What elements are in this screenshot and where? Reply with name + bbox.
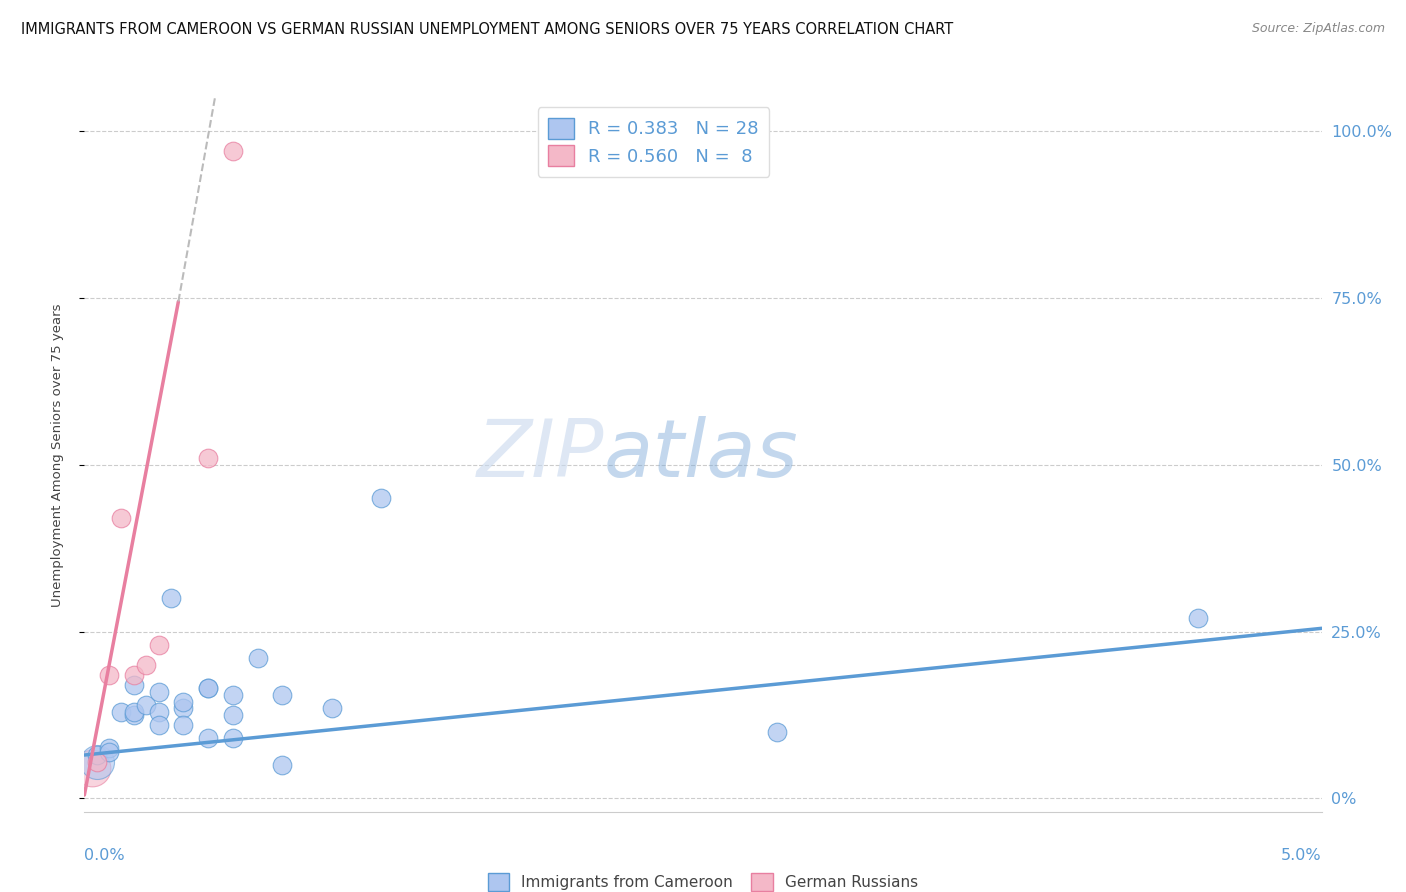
Point (172, 718, 194, 732)
Point (86, 755, 108, 769)
Point (1187, 611, 1209, 625)
Point (110, 705, 132, 719)
Point (110, 511, 132, 525)
Point (222, 688, 245, 702)
Point (766, 724, 789, 739)
Point (222, 708, 245, 723)
Point (197, 681, 219, 696)
Point (246, 651, 269, 665)
Text: ZIP: ZIP (477, 416, 605, 494)
Point (370, 491, 392, 506)
Text: 5.0%: 5.0% (1281, 848, 1322, 863)
Point (98, 741, 121, 756)
Point (148, 718, 170, 732)
Point (172, 701, 194, 715)
Point (148, 705, 170, 719)
Text: atlas: atlas (605, 416, 799, 494)
Point (122, 668, 145, 682)
Point (80, 761, 103, 775)
Point (122, 705, 145, 719)
Point (197, 731, 219, 746)
Point (197, 681, 219, 696)
Point (86, 747, 108, 762)
Point (222, 731, 245, 746)
Point (160, 591, 183, 606)
Point (135, 698, 157, 712)
Point (271, 688, 294, 702)
Y-axis label: Unemployment Among Seniors over 75 years: Unemployment Among Seniors over 75 years (51, 303, 63, 607)
Text: IMMIGRANTS FROM CAMEROON VS GERMAN RUSSIAN UNEMPLOYMENT AMONG SENIORS OVER 75 YE: IMMIGRANTS FROM CAMEROON VS GERMAN RUSSI… (21, 22, 953, 37)
Point (122, 708, 145, 723)
Point (222, 145, 245, 159)
Point (321, 701, 343, 715)
Point (148, 684, 170, 698)
Point (197, 451, 219, 466)
Point (172, 695, 194, 709)
Point (98, 745, 121, 759)
Text: 0.0%: 0.0% (84, 848, 125, 863)
Point (271, 758, 294, 772)
Point (122, 678, 145, 692)
Point (86, 755, 108, 769)
Point (148, 638, 170, 652)
Text: Source: ZipAtlas.com: Source: ZipAtlas.com (1251, 22, 1385, 36)
Point (135, 658, 157, 673)
Legend: Immigrants from Cameroon, German Russians: Immigrants from Cameroon, German Russian… (479, 866, 927, 892)
Point (98, 668, 121, 682)
